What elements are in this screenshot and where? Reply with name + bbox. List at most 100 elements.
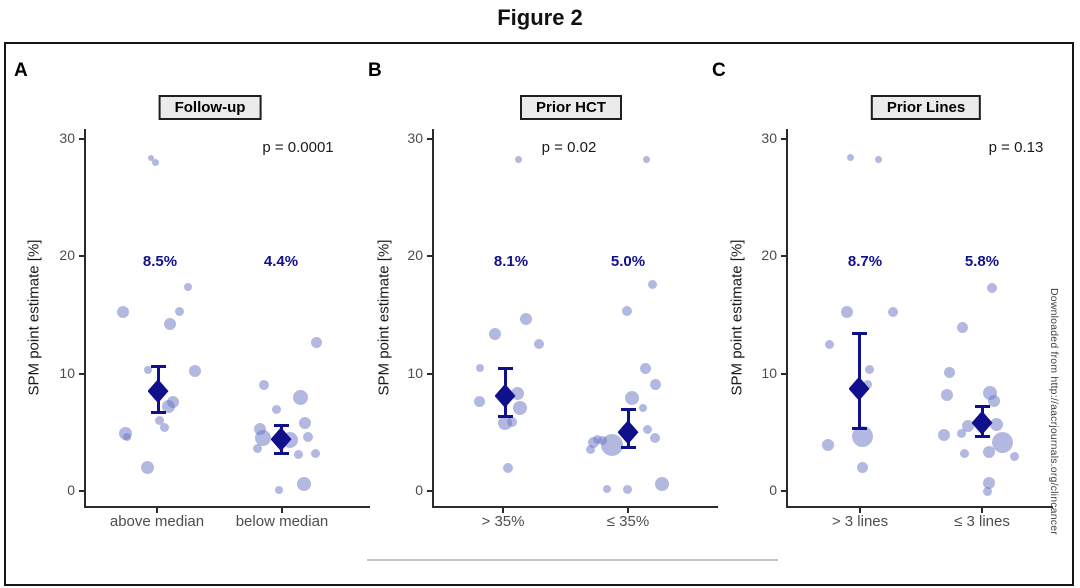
data-point <box>989 417 1003 431</box>
mean-diamond <box>147 379 169 404</box>
data-point <box>650 433 660 444</box>
data-point <box>189 365 201 378</box>
data-point <box>184 282 192 291</box>
data-point <box>140 461 154 474</box>
x-tick-label: ≤ 35% <box>606 513 650 530</box>
data-point <box>888 307 898 318</box>
data-point <box>982 486 992 496</box>
error-bar-cap <box>620 408 636 412</box>
data-point <box>498 415 512 430</box>
data-point <box>148 155 154 162</box>
mean-diamond <box>971 410 993 435</box>
y-tick-label: 10 <box>761 364 777 381</box>
data-point <box>824 339 834 349</box>
data-point <box>299 416 311 429</box>
data-point <box>956 428 966 438</box>
data-point <box>476 363 484 372</box>
error-bar-cap <box>150 410 166 414</box>
y-tick-mark <box>781 137 786 140</box>
panel-letter-B: B <box>368 60 382 81</box>
data-point <box>151 158 159 166</box>
y-tick-label: 0 <box>769 482 777 498</box>
data-point <box>943 366 955 378</box>
data-point <box>271 405 281 415</box>
data-point <box>642 156 650 164</box>
y-tick-mark <box>79 255 84 257</box>
data-point <box>983 476 995 489</box>
error-bar-cap <box>974 404 990 408</box>
data-point <box>846 153 854 161</box>
y-tick-mark <box>79 372 84 375</box>
data-point <box>164 318 176 331</box>
bottom-divider <box>367 559 778 561</box>
data-point <box>513 400 527 415</box>
y-tick-mark <box>781 255 786 257</box>
x-tick-label: > 3 lines <box>831 513 889 530</box>
error-bar-cap <box>497 367 513 371</box>
x-axis-line <box>432 506 718 508</box>
y-tick-label: 10 <box>407 364 423 381</box>
error-bar-cap <box>273 451 289 455</box>
y-axis-line <box>786 129 788 508</box>
panel-letter-A: A <box>14 60 28 81</box>
y-axis-line <box>84 129 86 508</box>
data-point <box>255 430 271 447</box>
group-annotation: 8.5% <box>142 253 178 270</box>
x-axis-line <box>786 506 1053 508</box>
y-tick-label: 30 <box>407 129 423 146</box>
x-tick-mark <box>981 508 983 513</box>
error-bar-cap <box>150 364 166 368</box>
x-axis-line <box>84 506 370 508</box>
data-point <box>822 439 834 452</box>
data-point <box>507 416 517 427</box>
strip-title: Follow-up <box>158 95 262 120</box>
data-point <box>941 388 953 401</box>
data-point <box>473 396 485 408</box>
data-point <box>622 485 632 495</box>
data-point <box>956 322 968 334</box>
y-tick-label: 0 <box>67 482 75 498</box>
x-tick-mark <box>502 508 504 513</box>
mean-diamond <box>270 427 292 452</box>
figure-canvas: 30 20 10 0 A Follow-up p = 0.0001 SPM point est… <box>14 60 1053 530</box>
data-point <box>520 313 532 326</box>
y-tick-mark <box>79 490 84 492</box>
y-axis-title: SPM point estimate [%] <box>375 239 393 396</box>
data-point <box>154 416 164 425</box>
x-tick-label: above median <box>109 513 205 530</box>
data-point <box>987 282 997 293</box>
error-bar-cap <box>620 446 636 450</box>
watermark-text: Downloaded from http://aacrjournals.org/… <box>1048 288 1060 535</box>
y-tick-mark <box>427 372 432 375</box>
data-point <box>991 432 1013 454</box>
data-point <box>275 485 283 494</box>
group-annotation: 8.1% <box>493 253 529 270</box>
data-point <box>303 431 313 442</box>
y-axis-line <box>432 129 434 508</box>
data-point <box>159 423 169 433</box>
data-point <box>649 378 661 390</box>
data-point <box>252 444 262 454</box>
data-point <box>962 420 974 433</box>
data-point <box>123 432 131 441</box>
y-tick-label: 20 <box>761 247 777 263</box>
y-tick-mark <box>427 490 432 492</box>
mean-diamond <box>617 420 639 445</box>
x-tick-mark <box>859 508 861 513</box>
data-point <box>639 403 647 412</box>
error-bar-cap <box>851 427 867 431</box>
data-point <box>622 306 632 317</box>
data-point <box>1009 452 1019 462</box>
figure-title: Figure 2 <box>497 5 583 30</box>
data-point <box>174 306 184 316</box>
data-point <box>856 462 868 473</box>
data-point <box>585 445 595 455</box>
y-axis-title: SPM point estimate [%] <box>25 239 43 396</box>
y-tick-mark <box>427 137 432 140</box>
mean-diamond <box>848 376 870 401</box>
data-point <box>642 425 652 435</box>
y-tick-label: 30 <box>59 129 75 146</box>
strip-title: Prior HCT <box>519 95 623 120</box>
data-point <box>297 476 311 491</box>
data-point <box>639 363 651 375</box>
